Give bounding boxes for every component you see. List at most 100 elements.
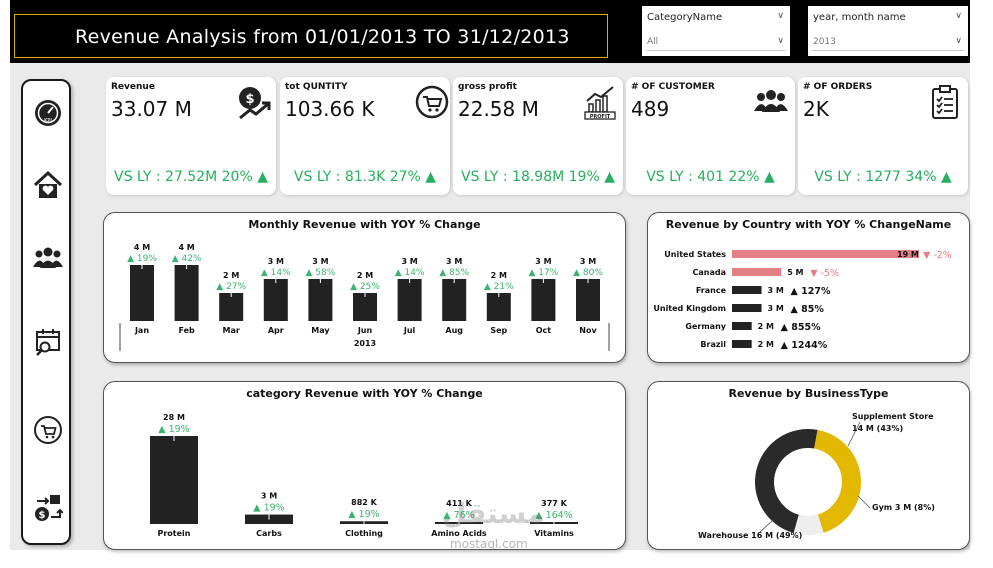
bar-yoy-label: ▲ 17% — [529, 268, 559, 278]
watermark-domain: mostaql.com — [450, 537, 528, 551]
kpi-card-revenue: Revenue 33.07 M $ VS LY : 27.52M 20% ▲ — [106, 77, 276, 195]
bar[interactable] — [442, 279, 467, 321]
bar-yoy-label: ▲ 19% — [253, 503, 284, 514]
bar-yoy-label: ▲ 19% — [127, 254, 157, 264]
sidebar-nav: KPI — [21, 79, 71, 545]
donut-slice[interactable] — [814, 429, 861, 533]
kpi-gauge-icon[interactable]: KPI — [33, 98, 63, 128]
bar[interactable] — [576, 279, 600, 321]
category-slicer-value[interactable]: All — [647, 37, 659, 47]
chevron-down-icon[interactable]: ∨ — [955, 36, 962, 46]
donut-slice[interactable] — [793, 514, 824, 535]
bar-yoy-label: ▲ 58% — [306, 268, 336, 278]
page-title: Revenue Analysis from 01/01/2013 TO 31/1… — [14, 14, 608, 58]
people-icon[interactable] — [33, 243, 63, 273]
x-tick-label: Apr — [268, 326, 284, 335]
dashboard-canvas: Revenue Analysis from 01/01/2013 TO 31/1… — [10, 0, 970, 551]
clipboard-icon — [932, 85, 958, 119]
bar[interactable] — [263, 279, 288, 321]
y-tick-label: Canada — [693, 268, 727, 277]
kpi-value: 489 — [631, 97, 670, 121]
year-month-slicer-value[interactable]: 2013 — [813, 37, 836, 47]
bar-value-label: 377 K — [541, 499, 567, 508]
kpi-vs-ly: VS LY : 18.98M 19% ▲ — [461, 169, 615, 185]
bar[interactable] — [732, 268, 782, 276]
chevron-down-icon[interactable]: ∨ — [777, 36, 784, 46]
bar-value-label: 882 K — [351, 498, 377, 507]
bar-value-label: 2 M — [357, 271, 373, 280]
x-tick-label: Protein — [158, 529, 191, 538]
kpi-vs-ly: VS LY : 27.52M 20% ▲ — [114, 169, 268, 185]
money-transfer-icon[interactable]: $ — [33, 493, 63, 523]
leader-line — [759, 519, 774, 533]
bar[interactable] — [531, 279, 556, 321]
cart-icon[interactable] — [33, 415, 63, 445]
bar[interactable] — [732, 250, 919, 258]
calendar-search-icon[interactable] — [33, 327, 63, 357]
bar-value-label: 3 M — [768, 286, 784, 295]
bar-yoy-label: ▲ 25% — [350, 282, 380, 292]
bar-yoy-label: ▼ -5% — [810, 268, 839, 279]
bar[interactable] — [732, 304, 762, 312]
slice-label: Gym 3 M (8%) — [872, 503, 935, 512]
bar-value-label: 2 M — [758, 340, 774, 349]
country-revenue-chart: United States 19 M ▼ -2% Canada 5 M ▼ -5% Fran… — [653, 250, 952, 351]
customers-icon — [754, 90, 788, 112]
chart-title: category Revenue with YOY % Change — [246, 387, 483, 400]
bar-yoy-label: ▼ -2% — [923, 250, 952, 261]
bar-yoy-label: ▲ 127% — [791, 286, 831, 297]
bar[interactable] — [130, 265, 154, 321]
bar-value-label: 19 M — [897, 250, 919, 259]
bar[interactable] — [732, 340, 752, 348]
bar-value-label: 2 M — [491, 271, 507, 280]
bar[interactable] — [732, 322, 752, 330]
category-slicer-label: CategoryName — [647, 12, 723, 23]
kpi-vs-ly: VS LY : 81.3K 27% ▲ — [293, 169, 437, 185]
x-tick-label: Aug — [445, 326, 463, 335]
bar[interactable] — [397, 279, 422, 321]
bar[interactable] — [732, 286, 762, 294]
bar-yoy-label: ▲ 14% — [261, 268, 291, 278]
x-tick-label: Nov — [579, 326, 597, 335]
bar-yoy-label: ▲ 85% — [439, 268, 469, 278]
year-month-slicer-label: year, month name — [813, 12, 906, 23]
watermark-logo: مستقل — [442, 497, 545, 530]
divider — [646, 50, 786, 51]
x-tick-label: Oct — [536, 326, 552, 335]
bar-yoy-label: ▲ 14% — [395, 268, 425, 278]
chevron-down-icon[interactable]: ∨ — [955, 11, 962, 21]
bar-yoy-label: ▲ 1244% — [781, 340, 828, 351]
y-tick-label: Germany — [685, 322, 726, 331]
y-tick-label: United Kingdom — [653, 304, 726, 313]
category-revenue-chart: 28 M ▲ 19% Protein 3 M ▲ 19% Carbs 882 K ▲ 19% C… — [150, 413, 578, 538]
bar-yoy-label: ▲ 19% — [348, 509, 379, 520]
bar-value-label: 3 M — [401, 257, 417, 266]
kpi-card-quantity: tot QUNTITY 103.66 K VS LY : 81.3K 27% ▲ — [280, 77, 450, 195]
bar[interactable] — [219, 293, 244, 321]
bar[interactable] — [353, 293, 377, 321]
chevron-down-icon[interactable]: ∨ — [777, 11, 784, 21]
category-slicer[interactable]: CategoryName ∨ All ∨ — [642, 6, 790, 56]
bar[interactable] — [308, 279, 333, 321]
x-axis-label: 2013 — [354, 339, 376, 348]
bar-value-label: 3 M — [261, 492, 277, 501]
bar-value-label: 3 M — [446, 257, 462, 266]
category-revenue-panel: category Revenue with YOY % Change 28 M ▲… — [103, 381, 626, 550]
year-month-slicer[interactable]: year, month name ∨ 2013 ∨ — [808, 6, 968, 56]
divider — [812, 50, 964, 51]
bar[interactable] — [486, 293, 511, 321]
x-tick-label: Jun — [357, 326, 373, 335]
bar[interactable] — [174, 265, 199, 321]
chart-title: Revenue by BusinessType — [728, 387, 889, 400]
kpi-label: gross profit — [458, 82, 517, 92]
donut-slice[interactable] — [754, 428, 818, 534]
bar-value-label: 5 M — [787, 268, 803, 277]
svg-text:$: $ — [39, 510, 46, 521]
svg-text:PROFIT: PROFIT — [590, 114, 611, 120]
kpi-value: 22.58 M — [458, 97, 539, 121]
bar-value-label: 28 M — [163, 413, 185, 422]
home-heart-icon[interactable] — [33, 170, 63, 200]
bar-value-label: 3 M — [768, 304, 784, 313]
bar[interactable] — [150, 436, 198, 524]
kpi-value: 103.66 K — [285, 97, 375, 121]
